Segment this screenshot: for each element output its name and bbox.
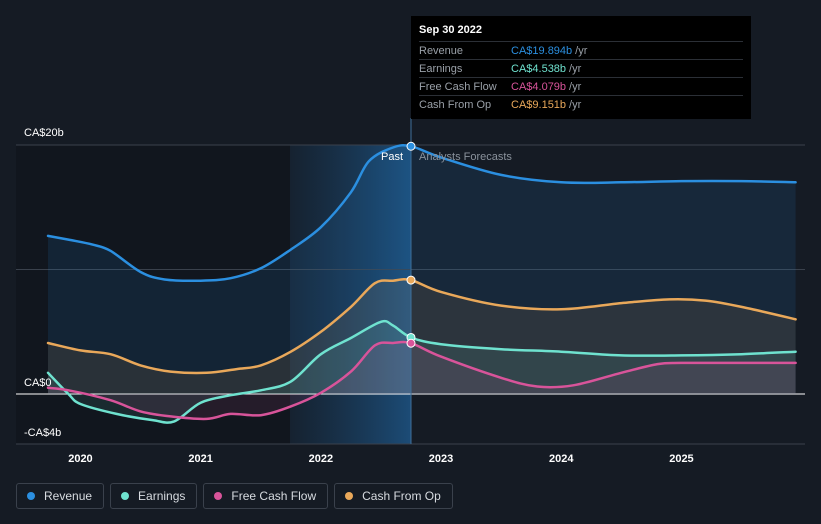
tooltip-label: Free Cash Flow <box>419 80 497 93</box>
earnings-dot-icon <box>121 492 130 500</box>
tooltip-unit: /yr <box>569 62 582 75</box>
tooltip-label: Cash From Op <box>419 98 492 111</box>
marker-revenue <box>406 141 416 151</box>
series-lines <box>46 143 797 424</box>
tooltip-row-revenue: Revenue CA$19.894b /yr <box>419 41 743 59</box>
legend-item-free-cash-flow[interactable]: Free Cash Flow <box>203 483 329 509</box>
y-axis-label-top: CA$20b <box>24 127 64 139</box>
series-area-free-cash-flow <box>48 342 796 419</box>
tooltip-unit: /yr <box>569 80 582 93</box>
chart: CA$20b CA$0 -CA$4b Past Analysts Forecas… <box>16 118 805 465</box>
tooltip-unit: /yr <box>569 98 582 111</box>
free-cash-flow-dot-icon <box>214 492 223 500</box>
legend: Revenue Earnings Free Cash Flow Cash Fro… <box>16 483 453 509</box>
cash-from-op-dot-icon <box>345 492 354 500</box>
legend-label: Earnings <box>138 489 186 503</box>
x-tick-label: 2023 <box>429 453 453 465</box>
series-line-earnings <box>46 319 797 424</box>
series-markers <box>406 141 416 348</box>
x-tick-label: 2021 <box>188 453 212 465</box>
series-line-free-cash-flow <box>46 340 797 421</box>
tooltip-unit: /yr <box>575 44 588 57</box>
forecast-label: Analysts Forecasts <box>419 151 512 163</box>
legend-label: Cash From Op <box>362 489 441 503</box>
tooltip-label: Earnings <box>419 62 463 75</box>
marker-free-cash-flow <box>406 338 416 348</box>
series-area-revenue <box>48 145 796 394</box>
y-axis-label-bottom: -CA$4b <box>24 427 61 439</box>
tooltip-label: Revenue <box>419 44 464 57</box>
tooltip-row-cash-from-op: Cash From Op CA$9.151b /yr <box>419 95 743 113</box>
tooltip-value: CA$4.079b <box>511 80 567 93</box>
legend-item-earnings[interactable]: Earnings <box>110 483 198 509</box>
series-areas <box>48 145 796 423</box>
tooltip-value: CA$4.538b <box>511 62 567 75</box>
series-area-cash-from-op <box>48 279 796 394</box>
tooltip-value: CA$19.894b <box>511 44 573 57</box>
tooltip-value: CA$9.151b <box>511 98 567 111</box>
y-axis-label-zero: CA$0 <box>24 377 52 389</box>
tooltip-row-free-cash-flow: Free Cash Flow CA$4.079b /yr <box>419 77 743 95</box>
x-tick-label: 2022 <box>309 453 333 465</box>
x-tick-label: 2024 <box>549 453 574 465</box>
series-line-revenue <box>46 143 797 283</box>
tooltip-date: Sep 30 2022 <box>419 24 482 36</box>
tooltip-row-earnings: Earnings CA$4.538b /yr <box>419 59 743 77</box>
marker-cash-from-op <box>406 275 416 285</box>
x-tick-label: 2025 <box>669 453 693 465</box>
x-axis-ticks: 2020 2021 2022 2023 2024 2025 <box>68 453 693 465</box>
tooltip: Sep 30 2022 Revenue CA$19.894b /yr Earni… <box>411 16 751 119</box>
revenue-dot-icon <box>27 492 35 500</box>
legend-label: Revenue <box>44 489 93 503</box>
series-area-earnings <box>48 321 796 423</box>
x-tick-label: 2020 <box>68 453 92 465</box>
legend-item-cash-from-op[interactable]: Cash From Op <box>334 483 453 509</box>
past-label: Past <box>381 151 403 163</box>
legend-label: Free Cash Flow <box>231 489 317 503</box>
series-line-cash-from-op <box>46 278 797 375</box>
legend-item-revenue[interactable]: Revenue <box>16 483 105 509</box>
